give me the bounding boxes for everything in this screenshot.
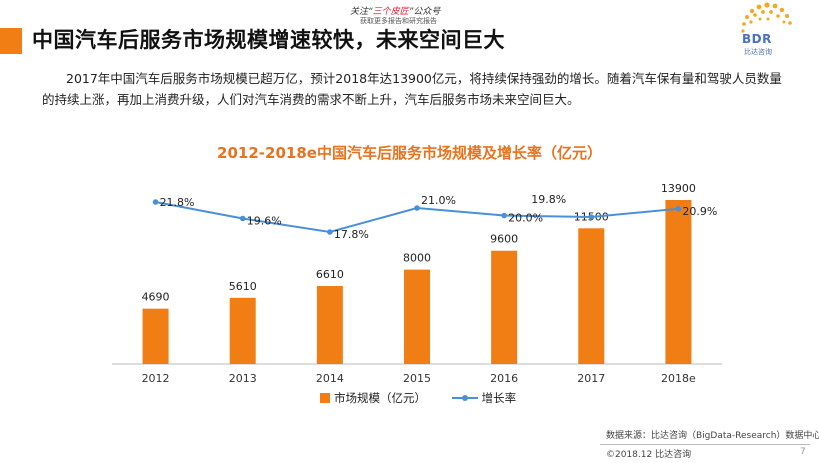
bar-2016 xyxy=(491,250,518,364)
growth-point-2015 xyxy=(414,205,420,211)
watermark-subnote: 获取更多报告和研究报告 xyxy=(360,17,437,25)
growth-label-2015: 21.0% xyxy=(421,194,456,207)
x-tick-2012: 2012 xyxy=(142,372,170,385)
growth-label-2014: 17.8% xyxy=(334,228,369,241)
logo-subtitle: 比达咨询 xyxy=(744,48,772,56)
growth-label-2017: 19.8% xyxy=(531,193,566,206)
growth-label-2018e: 20.9% xyxy=(682,205,717,218)
intro-paragraph: 2017年中国汽车后服务市场规模已超万亿，预计2018年达13900亿元，将持续… xyxy=(42,71,782,107)
legend-line-label: 增长率 xyxy=(481,391,517,405)
growth-point-2018e xyxy=(675,205,682,212)
x-tick-2013: 2013 xyxy=(229,372,257,385)
legend-item-bar: 市场规模（亿元） xyxy=(320,390,426,406)
x-tick-2016: 2016 xyxy=(490,372,518,385)
bar-label-2016: 9600 xyxy=(490,233,518,246)
bdr-logo xyxy=(741,2,792,33)
copyright: ©2018.12 比达咨询 xyxy=(606,450,692,460)
bar-label-2012: 4690 xyxy=(142,291,170,304)
x-tick-2018e: 2018e xyxy=(661,372,696,385)
bar-2017 xyxy=(578,228,605,364)
bar-2012 xyxy=(142,308,169,364)
bar-2015 xyxy=(404,269,430,364)
x-tick-2015: 2015 xyxy=(403,372,431,385)
growth-label-2016: 20.0% xyxy=(508,212,543,225)
bar-label-2014: 6610 xyxy=(316,268,344,281)
bar-2014 xyxy=(316,286,343,364)
x-tick-2014: 2014 xyxy=(316,372,344,385)
growth-label-2013: 19.6% xyxy=(247,215,282,228)
bar-label-2013: 5610 xyxy=(229,280,257,293)
bar-label-2018e: 13900 xyxy=(661,182,696,195)
watermark-suffix: ”公众号 xyxy=(408,7,441,17)
growth-point-2014 xyxy=(327,229,333,235)
logo-text: BDR xyxy=(742,32,772,46)
bar-label-2015: 8000 xyxy=(403,252,431,265)
growth-point-2013 xyxy=(239,215,246,222)
bar-2018e xyxy=(665,200,692,364)
watermark-prefix: 关注“ xyxy=(350,7,373,17)
legend-line-swatch xyxy=(451,393,478,403)
page-number: 7 xyxy=(800,447,806,457)
page-title: 中国汽车后服务市场规模增速较快，未来空间巨大 xyxy=(32,28,505,52)
growth-label-2012: 21.8% xyxy=(160,196,195,209)
data-source: 数据来源：比达咨询（BigData-Research）数据中心 xyxy=(606,431,819,441)
legend-bar-label: 市场规模（亿元） xyxy=(334,391,426,405)
legend-bar-swatch xyxy=(320,393,330,403)
bar-2013 xyxy=(229,297,256,364)
watermark-highlight: 三个皮匠 xyxy=(372,7,409,17)
growth-point-2016 xyxy=(501,212,507,219)
footer-divider xyxy=(600,444,810,445)
growth-point-2012 xyxy=(152,199,159,205)
x-tick-2017: 2017 xyxy=(577,372,605,385)
chart-title: 2012-2018e中国汽车后服务市场规模及增长率（亿元） xyxy=(217,144,602,162)
legend-item-line: 增长率 xyxy=(451,390,517,406)
watermark-note: 关注“三个皮匠”公众号 xyxy=(350,4,440,17)
title-accent-bar xyxy=(0,28,22,54)
growth-point-2017 xyxy=(588,214,595,220)
chart-legend: 市场规模（亿元） 增长率 xyxy=(320,390,538,406)
